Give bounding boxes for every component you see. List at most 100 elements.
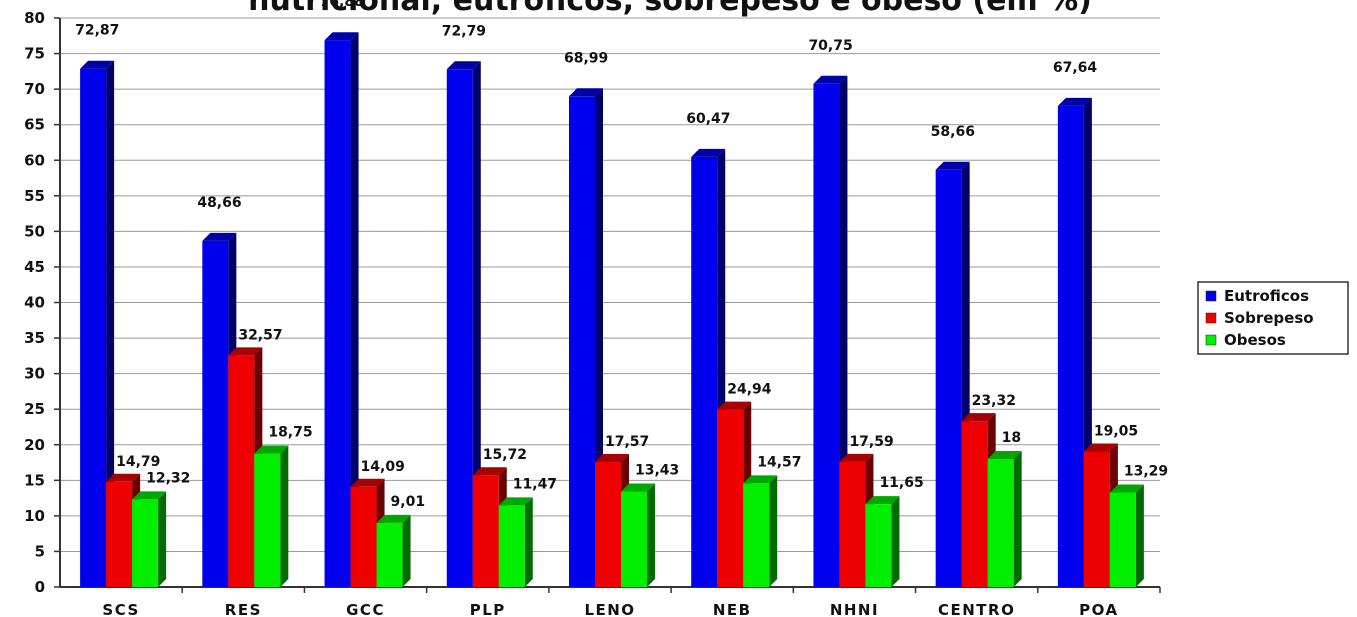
bar-top-obesos xyxy=(1109,484,1144,493)
data-label: 32,57 xyxy=(238,327,282,343)
bar-top-eutroficos xyxy=(446,61,481,70)
bar-obesos xyxy=(987,458,1014,587)
bar-eutroficos xyxy=(691,156,718,588)
legend-swatch-eutroficos xyxy=(1205,290,1217,302)
bar-sobrepeso xyxy=(839,461,866,587)
bar-sobrepeso xyxy=(350,486,377,587)
data-label: 14,09 xyxy=(361,459,405,475)
bar-top-eutroficos xyxy=(202,232,237,241)
bar-side-obesos xyxy=(158,491,167,587)
data-label: 17,59 xyxy=(849,434,893,450)
data-label: 19,05 xyxy=(1094,424,1138,440)
bar-eutroficos xyxy=(324,40,351,588)
bar-sobrepeso xyxy=(106,481,133,587)
bar-obesos xyxy=(743,483,770,587)
bar-side-obesos xyxy=(524,497,533,587)
y-tick-label: 10 xyxy=(24,507,45,525)
bar-sobrepeso xyxy=(717,409,744,587)
y-tick-label: 60 xyxy=(24,151,45,169)
y-tick-label: 55 xyxy=(24,187,45,205)
bar-top-obesos xyxy=(621,483,655,492)
data-label: 13,29 xyxy=(1124,463,1168,479)
bar-eutroficos xyxy=(569,96,595,587)
bar-top-sobrepeso xyxy=(595,454,629,463)
bar-side-eutroficos xyxy=(350,32,359,588)
data-label: 58,66 xyxy=(931,124,975,140)
bar-top-obesos xyxy=(743,475,778,484)
y-tick-label: 50 xyxy=(24,222,45,240)
data-label: 72,87 xyxy=(75,23,119,39)
bar-obesos xyxy=(621,491,647,587)
bar-obesos xyxy=(865,504,892,587)
y-tick-label: 65 xyxy=(24,116,45,134)
bar-side-eutroficos xyxy=(472,61,481,587)
bar-top-eutroficos xyxy=(1057,97,1092,106)
data-label: 12,32 xyxy=(146,470,190,486)
bar-obesos xyxy=(1109,492,1136,587)
bar-top-obesos xyxy=(865,496,900,505)
bar-top-obesos xyxy=(987,450,1022,459)
data-label: 48,66 xyxy=(197,195,241,211)
x-tick-label: PLP xyxy=(470,601,506,617)
legend-box xyxy=(1197,281,1349,355)
bar-top-eutroficos xyxy=(324,32,359,41)
data-label: 60,47 xyxy=(686,111,730,127)
data-label: 14,79 xyxy=(116,454,160,470)
data-label: 76,88 xyxy=(320,0,364,10)
x-tick-label: SCS xyxy=(102,601,139,617)
bar-top-eutroficos xyxy=(569,88,603,97)
x-tick-label: POA xyxy=(1079,601,1118,617)
bar-obesos xyxy=(132,499,159,587)
bar-side-obesos xyxy=(402,514,411,587)
bar-top-sobrepeso xyxy=(961,413,996,422)
bar-top-obesos xyxy=(254,445,289,454)
legend-label: Obesos xyxy=(1224,331,1286,349)
bar-top-sobrepeso xyxy=(472,467,507,476)
y-tick-label: 75 xyxy=(24,45,45,63)
y-tick-label: 20 xyxy=(24,436,45,454)
bar-sobrepeso xyxy=(472,475,499,587)
bar-top-obesos xyxy=(132,491,167,500)
x-tick-label: NEB xyxy=(713,601,752,617)
bar-top-sobrepeso xyxy=(350,478,385,487)
legend-label: Eutroficos xyxy=(1224,287,1309,305)
bar-top-sobrepeso xyxy=(717,401,752,410)
data-label: 11,65 xyxy=(879,475,923,491)
bar-side-obesos xyxy=(891,496,900,587)
bar-obesos xyxy=(376,522,403,587)
y-tick-label: 30 xyxy=(24,365,45,383)
y-tick-label: 15 xyxy=(24,471,45,489)
y-tick-label: 0 xyxy=(35,578,45,596)
y-tick-label: 70 xyxy=(24,80,45,98)
data-label: 68,99 xyxy=(564,50,608,66)
legend-swatch-obesos xyxy=(1205,334,1217,346)
x-tick-label: RES xyxy=(225,601,262,617)
bar-eutroficos xyxy=(446,69,473,587)
x-tick-label: GCC xyxy=(346,601,385,617)
bar-eutroficos xyxy=(813,83,840,588)
bar-side-obesos xyxy=(769,475,778,587)
chart-title: nutricional, eutróficos, sobrepeso e obe… xyxy=(248,0,1092,18)
legend-swatch-sobrepeso xyxy=(1205,312,1217,324)
bar-top-eutroficos xyxy=(80,60,115,69)
bar-top-sobrepeso xyxy=(839,453,874,462)
y-tick-label: 25 xyxy=(24,400,45,418)
bar-side-eutroficos xyxy=(106,60,115,588)
x-tick-label: LENO xyxy=(584,601,635,617)
bar-top-sobrepeso xyxy=(1083,443,1118,452)
data-label: 17,57 xyxy=(605,434,649,450)
bar-top-eutroficos xyxy=(691,148,726,157)
data-label: 67,64 xyxy=(1053,60,1098,76)
bar-eutroficos xyxy=(202,240,229,587)
data-label: 23,32 xyxy=(972,393,1016,409)
y-tick-label: 35 xyxy=(24,329,45,347)
data-label: 13,43 xyxy=(635,462,679,478)
bar-top-eutroficos xyxy=(813,75,848,84)
bar-top-obesos xyxy=(376,514,411,523)
bar-obesos xyxy=(254,453,281,587)
y-tick-label: 5 xyxy=(35,542,45,560)
bar-top-obesos xyxy=(498,497,533,506)
bar-side-obesos xyxy=(1013,450,1022,587)
